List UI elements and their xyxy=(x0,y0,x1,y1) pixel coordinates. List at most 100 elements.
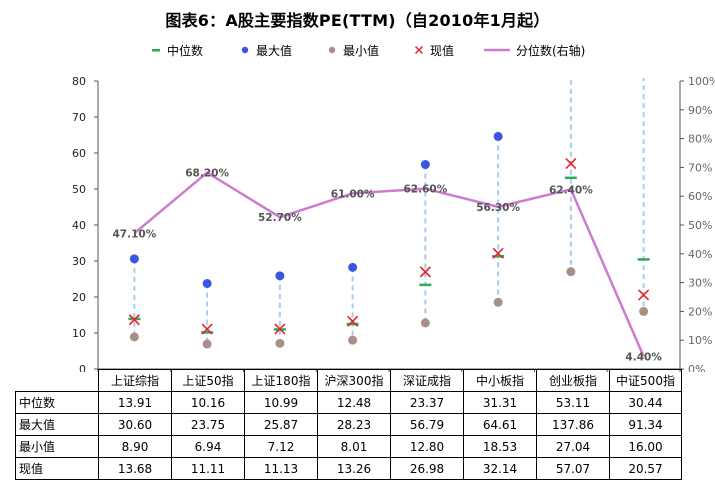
median-marker xyxy=(637,258,650,261)
y-left-tick-label: 40 xyxy=(72,219,86,232)
max-point xyxy=(202,279,212,288)
min-point xyxy=(275,338,285,348)
y-right-tick-label: 80% xyxy=(688,133,712,146)
y-right-tick-label: 90% xyxy=(688,104,712,117)
data-table: 上证综指 上证50指 上证180指 沪深300指 深证成指 中小板指 创业板指 中证500指中… xyxy=(15,369,682,480)
median-marker xyxy=(564,176,577,180)
min-point xyxy=(493,297,503,307)
max-point xyxy=(493,131,503,141)
percentile-data-label: 56.30% xyxy=(476,202,520,214)
percentile-data-label: 52.70% xyxy=(258,212,302,224)
y-left-tick-label: 80 xyxy=(72,75,86,88)
table-cell: 13.91 xyxy=(98,391,172,414)
max-point xyxy=(639,36,648,45)
table-cell: 137.86 xyxy=(536,413,610,436)
percentile-series xyxy=(133,171,645,357)
table-cell: 53.11 xyxy=(536,391,610,414)
legend-median-label: 中位数 xyxy=(167,43,204,58)
y-left-tick-label: 60 xyxy=(72,147,86,160)
table-cell: 20.57 xyxy=(609,457,682,480)
legend-current-marker xyxy=(414,45,424,55)
median-marker xyxy=(492,255,505,258)
table-cell: 23.37 xyxy=(390,391,464,414)
table-cell: 32.14 xyxy=(463,457,537,480)
legend-current: 现值 xyxy=(413,40,454,60)
table-cell: 12.48 xyxy=(317,391,391,414)
current-marker xyxy=(274,323,286,335)
current-marker xyxy=(638,289,650,301)
y-right-tick-label: 50% xyxy=(688,219,712,232)
table-cell: 8.01 xyxy=(317,435,391,458)
y-right-tick-label: 100% xyxy=(688,75,715,88)
percentile-data-label: 62.40% xyxy=(549,184,593,196)
table-cell: 57.07 xyxy=(536,457,610,480)
y-left-tick-label: 0 xyxy=(79,363,86,372)
table-cell: 13.68 xyxy=(98,457,172,480)
legend-percentile-label: 分位数(右轴) xyxy=(516,43,586,58)
current-marker xyxy=(565,157,577,170)
median-marker xyxy=(201,331,214,334)
y-right-tick-label: 40% xyxy=(688,248,712,261)
max-point xyxy=(129,254,139,264)
table-header-row: 上证综指 上证50指 上证180指 沪深300指 深证成指 中小板指 创业板指 中证500指 xyxy=(15,369,682,392)
median-marker xyxy=(419,283,432,287)
current-marker xyxy=(347,315,359,327)
table-header-cell: 沪深300指 xyxy=(317,369,391,392)
percentile-labels: 47.10% 68.20% 52.70% 61.00% 62.60% 56.30% 62.4… xyxy=(113,168,663,364)
table-cell: 18.53 xyxy=(463,435,537,458)
table-header-cell: 上证180指 xyxy=(244,369,318,392)
table-cell: 64.61 xyxy=(463,413,537,436)
table-header-cell: 创业板指 xyxy=(536,369,610,392)
table-row: 中位数 13.91 10.16 10.99 12.48 23.37 31.31 53.11 30… xyxy=(15,391,682,414)
current-marker xyxy=(201,323,213,335)
table-header-cell: 中小板指 xyxy=(463,369,537,392)
min-point xyxy=(639,306,649,316)
legend-median: 中位数 xyxy=(150,40,203,60)
table-cell: 11.13 xyxy=(244,457,318,480)
legend-percentile-marker xyxy=(484,48,510,52)
current-marker xyxy=(492,247,504,259)
current-marker xyxy=(419,266,431,278)
percentile-data-label: 47.10% xyxy=(113,228,157,240)
table-cell: 30.44 xyxy=(609,391,682,414)
point-markers xyxy=(128,36,650,349)
table-corner-cell xyxy=(15,369,99,392)
table-row-label: 最小值 xyxy=(15,435,99,458)
chart-title: 图表6：A股主要指数PE(TTM)（自2010年1月起） xyxy=(165,11,550,30)
y-left-tick-label: 20 xyxy=(72,291,86,304)
legend-median-marker xyxy=(152,49,160,52)
legend-min-marker xyxy=(328,46,336,54)
table-cell: 13.26 xyxy=(317,457,391,480)
min-point xyxy=(420,318,430,328)
current-marker xyxy=(128,314,140,326)
table-cell: 31.31 xyxy=(463,391,537,414)
table-cell: 8.90 xyxy=(98,435,172,458)
table-cell: 30.60 xyxy=(98,413,172,436)
table-cell: 10.99 xyxy=(244,391,318,414)
table-row-label: 现值 xyxy=(15,457,99,480)
min-point xyxy=(348,335,358,345)
table-row-label: 中位数 xyxy=(15,391,99,414)
table-header-cell: 深证成指 xyxy=(390,369,464,392)
min-point xyxy=(129,332,139,342)
max-point xyxy=(275,271,285,281)
y-right-tick-label: 60% xyxy=(688,190,712,203)
percentile-line xyxy=(133,171,645,357)
max-point xyxy=(348,262,358,272)
table-cell: 7.12 xyxy=(244,435,318,458)
y-right-tick-label: 10% xyxy=(688,334,712,347)
table-cell: 10.16 xyxy=(171,391,245,414)
table-cell: 12.80 xyxy=(390,435,464,458)
y-right-tick-label: 20% xyxy=(688,305,712,318)
legend-percentile: 分位数(右轴) xyxy=(483,40,585,60)
y-left-tick-label: 70 xyxy=(72,111,86,124)
legend-current-label: 现值 xyxy=(430,43,455,58)
y-right-tick-label: 30% xyxy=(688,277,712,290)
table-cell: 28.23 xyxy=(317,413,391,436)
y-right-tick-label: 70% xyxy=(688,161,712,174)
percentile-data-label: 61.00% xyxy=(331,188,375,200)
table-header-cell: 上证综指 xyxy=(98,369,172,392)
table-row: 现值 13.68 11.11 11.13 13.26 26.98 32.14 57.07 20.… xyxy=(15,457,682,480)
table-cell: 25.87 xyxy=(244,413,318,436)
percentile-data-label: 62.60% xyxy=(404,184,448,196)
